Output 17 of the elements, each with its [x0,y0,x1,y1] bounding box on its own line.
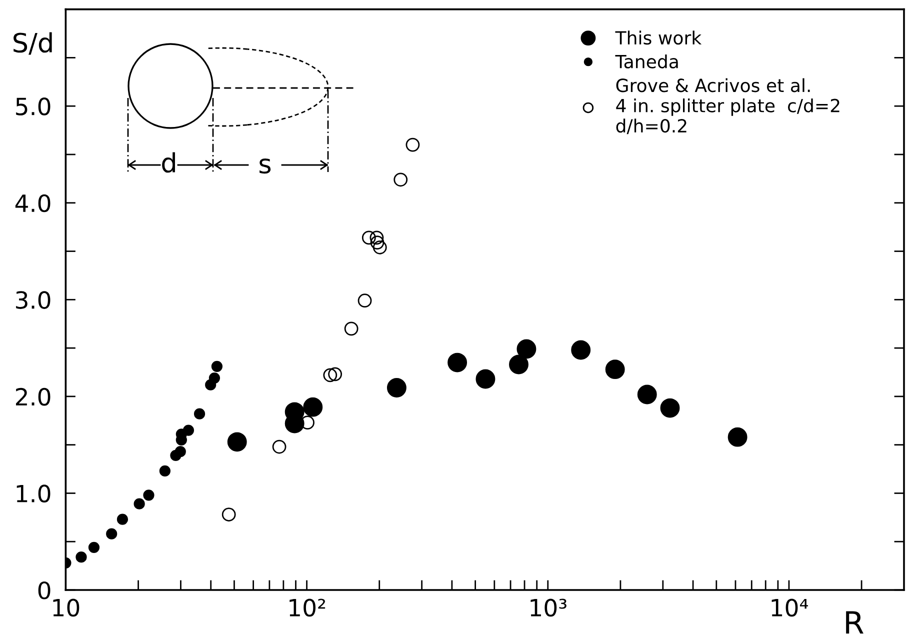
x-tick-label: 10⁴ [772,598,808,617]
legend-label: Grove & Acrivos et al. 4 in. splitter plate c/d=2 d/h=0.2 [616,78,840,134]
x-tick-label: 10³ [530,598,566,617]
annotation: d [162,152,175,173]
y-tick-label: 4.0 [15,194,50,212]
y-tick-label: 5.0 [16,98,50,116]
x-tick-label: 10² [290,598,326,617]
annotation: s [260,158,271,174]
x-tick-label: 10 [53,598,80,617]
y-tick-label: 1.0 [16,484,50,503]
y-tick-label: 2.0 [16,388,50,406]
legend-label: This work [615,30,702,45]
legend-label: Taneda [615,54,678,68]
y-tick-label: 3.0 [16,291,50,309]
x-axis-title: R [846,611,864,634]
y-axis-title: S/d [14,32,52,55]
y-tick-label: 0 [38,581,50,600]
